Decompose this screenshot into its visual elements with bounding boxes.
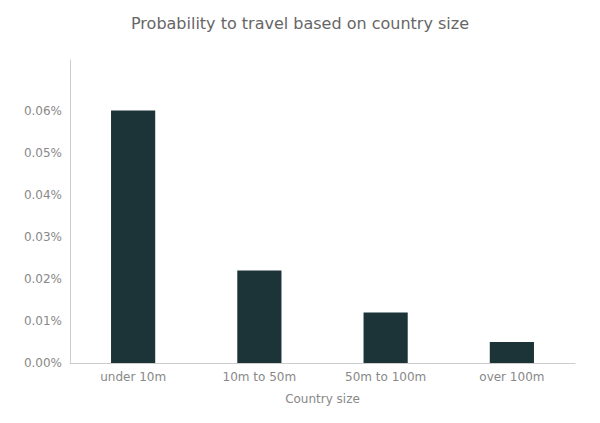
svg-text:0.05%: 0.05% xyxy=(24,146,62,160)
svg-text:Probability to travel based on: Probability to travel based on country s… xyxy=(131,14,469,33)
svg-text:under 10m: under 10m xyxy=(100,370,166,384)
svg-text:0.00%: 0.00% xyxy=(24,356,62,370)
svg-text:0.04%: 0.04% xyxy=(24,188,62,202)
svg-text:0.01%: 0.01% xyxy=(24,314,62,328)
svg-text:10m to 50m: 10m to 50m xyxy=(223,370,297,384)
svg-text:0.06%: 0.06% xyxy=(24,104,62,118)
svg-text:50m to 100m: 50m to 100m xyxy=(345,370,426,384)
svg-text:0.03%: 0.03% xyxy=(24,230,62,244)
svg-text:over 100m: over 100m xyxy=(479,370,544,384)
svg-text:0.02%: 0.02% xyxy=(24,272,62,286)
svg-text:Country size: Country size xyxy=(285,392,360,406)
